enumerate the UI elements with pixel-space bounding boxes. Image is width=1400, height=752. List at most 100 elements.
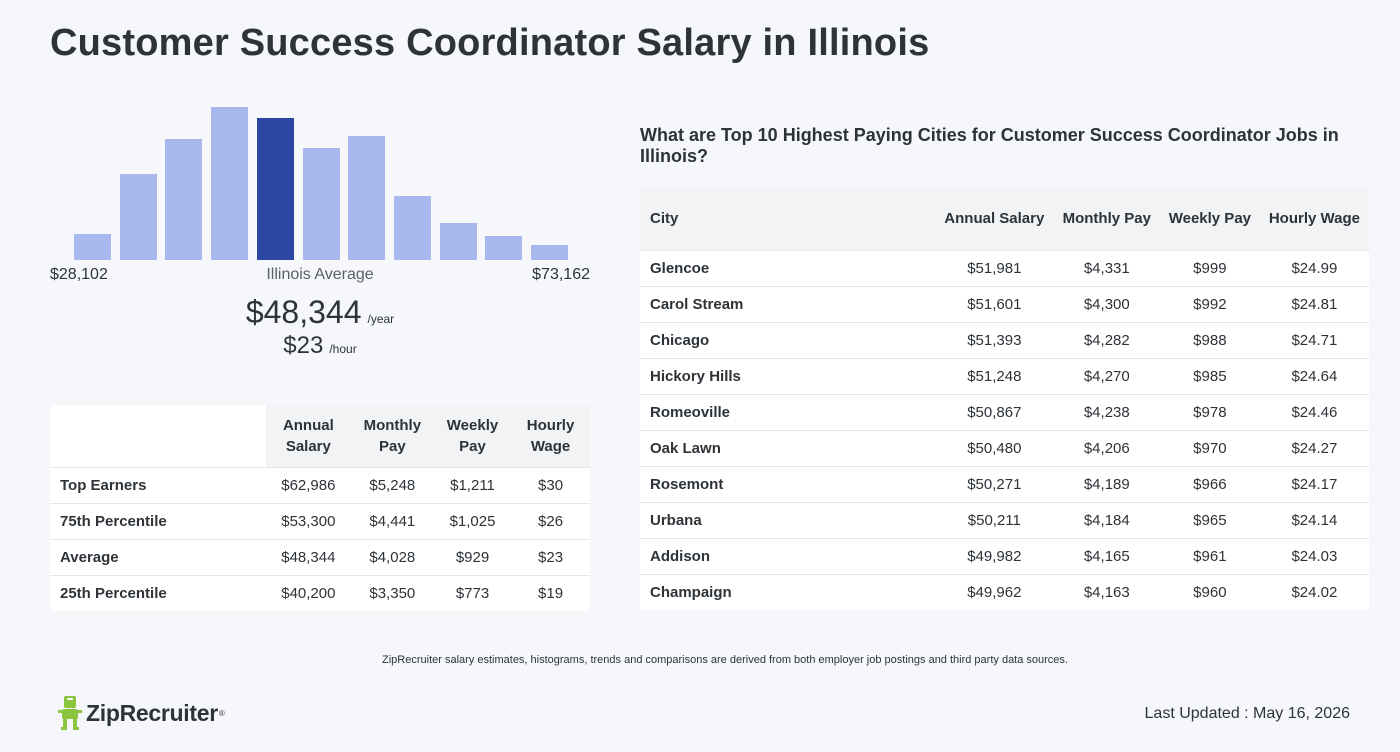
table-cell: $4,282 xyxy=(1053,321,1160,358)
last-updated-label: Last Updated : May 16, 2026 xyxy=(1144,705,1350,722)
city-name: Champaign xyxy=(640,573,935,610)
table-cell: $24.64 xyxy=(1259,357,1369,394)
trademark-symbol: ® xyxy=(218,708,225,718)
table-row: Rosemont $50,271 $4,189 $966 $24.17 xyxy=(640,465,1369,502)
table-row: Romeoville $50,867 $4,238 $978 $24.46 xyxy=(640,393,1369,430)
table-cell: $4,270 xyxy=(1053,357,1160,394)
table-cell: $24.46 xyxy=(1259,393,1369,430)
table-cell: $5,248 xyxy=(350,466,434,503)
data-source-footnote: ZipRecruiter salary estimates, histogram… xyxy=(382,654,1068,666)
row-label: 75th Percentile xyxy=(50,502,266,539)
row-label: Top Earners xyxy=(50,466,266,503)
column-header-monthly-pay: Monthly Pay xyxy=(1053,188,1160,250)
table-cell: $988 xyxy=(1159,321,1260,358)
histogram-bar xyxy=(348,136,386,260)
table-cell: $51,393 xyxy=(935,321,1054,358)
table-cell: $24.27 xyxy=(1259,429,1369,466)
table-cell: $999 xyxy=(1159,249,1260,286)
annual-salary-summary: $48,344/year xyxy=(50,294,590,331)
table-row: Oak Lawn $50,480 $4,206 $970 $24.27 xyxy=(640,429,1369,466)
city-name: Addison xyxy=(640,537,935,574)
table-cell: $4,184 xyxy=(1053,501,1160,538)
table-cell: $985 xyxy=(1159,357,1260,394)
column-header-city: City xyxy=(640,188,935,250)
histogram-bar xyxy=(165,139,203,260)
table-cell: $62,986 xyxy=(266,466,351,503)
table-cell: $24.71 xyxy=(1259,321,1369,358)
table-row: Chicago $51,393 $4,282 $988 $24.71 xyxy=(640,321,1369,358)
hourly-salary-unit: /hour xyxy=(329,342,357,356)
table-cell: $51,981 xyxy=(935,249,1054,286)
column-header-weekly-pay: Weekly Pay xyxy=(1159,188,1260,250)
table-cell: $24.14 xyxy=(1259,501,1369,538)
histogram-bar xyxy=(393,196,431,260)
city-name: Rosemont xyxy=(640,465,935,502)
table-cell: $48,344 xyxy=(266,538,351,575)
table-cell: $1,211 xyxy=(433,466,512,503)
cities-table-header-row: City Annual Salary Monthly Pay Weekly Pa… xyxy=(640,188,1369,250)
row-label: Average xyxy=(50,538,266,575)
annual-salary-unit: /year xyxy=(367,312,395,326)
table-row: Carol Stream $51,601 $4,300 $992 $24.81 xyxy=(640,285,1369,322)
top-cities-table: City Annual Salary Monthly Pay Weekly Pa… xyxy=(640,188,1369,610)
table-cell: $4,189 xyxy=(1053,465,1160,502)
ziprecruiter-logo[interactable]: ZipRecruiter ® xyxy=(58,695,225,731)
table-cell: $24.03 xyxy=(1259,537,1369,574)
table-cell: $50,480 xyxy=(935,429,1054,466)
table-row: Champaign $49,962 $4,163 $960 $24.02 xyxy=(640,573,1369,610)
table-cell: $3,350 xyxy=(350,574,434,611)
histogram-max-label: $73,162 xyxy=(532,266,590,283)
table-cell: $26 xyxy=(511,502,590,539)
table-cell: $50,211 xyxy=(935,501,1054,538)
table-cell: $24.99 xyxy=(1259,249,1369,286)
column-header-hourly-wage: Hourly Wage xyxy=(1259,188,1369,250)
table-cell: $53,300 xyxy=(266,502,351,539)
table-cell: $50,867 xyxy=(935,393,1054,430)
city-name: Hickory Hills xyxy=(640,357,935,394)
city-name: Oak Lawn xyxy=(640,429,935,466)
histogram-bar xyxy=(119,174,157,260)
table-cell: $992 xyxy=(1159,285,1260,322)
histogram-bar-average xyxy=(256,118,294,260)
table-cell: $773 xyxy=(433,574,512,611)
table-cell: $51,601 xyxy=(935,285,1054,322)
table-row: Hickory Hills $51,248 $4,270 $985 $24.64 xyxy=(640,357,1369,394)
table-cell: $49,962 xyxy=(935,573,1054,610)
histogram-bar xyxy=(302,148,340,260)
percentile-table-header-row: Annual Salary Monthly Pay Weekly Pay Hou… xyxy=(50,405,590,467)
row-label: 25th Percentile xyxy=(50,574,266,611)
table-cell: $965 xyxy=(1159,501,1260,538)
table-cell: $23 xyxy=(511,538,590,575)
table-cell: $24.17 xyxy=(1259,465,1369,502)
histogram-min-label: $28,102 xyxy=(50,266,108,283)
table-cell: $4,206 xyxy=(1053,429,1160,466)
table-cell: $4,300 xyxy=(1053,285,1160,322)
salary-histogram xyxy=(50,100,590,260)
cities-heading: What are Top 10 Highest Paying Cities fo… xyxy=(640,125,1339,166)
logo-wordmark: ZipRecruiter xyxy=(86,699,218,726)
table-cell: $51,248 xyxy=(935,357,1054,394)
table-cell: $19 xyxy=(511,574,590,611)
page-title: Customer Success Coordinator Salary in I… xyxy=(50,22,930,64)
percentile-table: Annual Salary Monthly Pay Weekly Pay Hou… xyxy=(50,405,590,611)
column-header-monthly-pay: Monthly Pay xyxy=(350,405,434,467)
city-name: Chicago xyxy=(640,321,935,358)
histogram-average-label: Illinois Average xyxy=(266,266,374,283)
table-cell: $978 xyxy=(1159,393,1260,430)
table-cell: $1,025 xyxy=(433,502,512,539)
annual-salary-value: $48,344 xyxy=(245,294,362,330)
ziprecruiter-mascot-icon xyxy=(58,696,82,730)
histogram-bar xyxy=(485,236,523,260)
hourly-salary-value: $23 xyxy=(283,332,324,359)
table-cell: $929 xyxy=(433,538,512,575)
histogram-bar xyxy=(211,107,249,260)
table-cell: $970 xyxy=(1159,429,1260,466)
table-row: Average $48,344 $4,028 $929 $23 xyxy=(50,538,590,575)
column-header-annual-salary: Annual Salary xyxy=(935,188,1054,250)
table-cell: $24.02 xyxy=(1259,573,1369,610)
table-cell: $49,982 xyxy=(935,537,1054,574)
city-name: Glencoe xyxy=(640,249,935,286)
histogram-bar xyxy=(439,223,477,260)
table-cell: $4,028 xyxy=(350,538,434,575)
histogram-bar xyxy=(531,245,568,260)
